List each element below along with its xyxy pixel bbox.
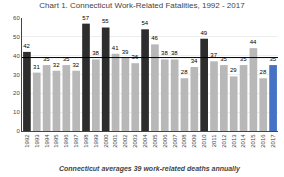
svg-text:1996: 1996 — [63, 134, 69, 148]
svg-text:36: 36 — [132, 54, 139, 60]
svg-text:49: 49 — [200, 30, 207, 36]
svg-text:35: 35 — [43, 56, 50, 62]
svg-text:2004: 2004 — [142, 134, 148, 148]
svg-text:2002: 2002 — [122, 134, 128, 148]
svg-text:50: 50 — [13, 34, 20, 40]
svg-text:2001: 2001 — [112, 134, 118, 148]
svg-text:37: 37 — [210, 52, 217, 58]
svg-text:34: 34 — [191, 58, 198, 64]
svg-text:2012: 2012 — [221, 134, 227, 148]
svg-text:2016: 2016 — [260, 134, 266, 148]
svg-text:2000: 2000 — [103, 134, 109, 148]
svg-text:1995: 1995 — [53, 134, 59, 148]
svg-text:1992: 1992 — [24, 134, 30, 148]
svg-text:2009: 2009 — [191, 134, 197, 148]
svg-text:55: 55 — [102, 18, 109, 24]
svg-text:31: 31 — [33, 64, 40, 70]
svg-text:1994: 1994 — [44, 134, 50, 148]
svg-text:2010: 2010 — [201, 134, 207, 148]
svg-text:57: 57 — [82, 15, 89, 21]
svg-text:1999: 1999 — [93, 134, 99, 148]
svg-text:1997: 1997 — [73, 134, 79, 148]
svg-text:38: 38 — [161, 50, 168, 56]
svg-text:20: 20 — [13, 90, 20, 96]
svg-text:35: 35 — [220, 56, 227, 62]
svg-text:2013: 2013 — [231, 134, 237, 148]
svg-text:1993: 1993 — [34, 134, 40, 148]
svg-text:2003: 2003 — [132, 134, 138, 148]
svg-text:2017: 2017 — [270, 134, 276, 148]
svg-text:28: 28 — [181, 69, 188, 75]
svg-text:2007: 2007 — [172, 134, 178, 148]
svg-text:30: 30 — [13, 72, 20, 78]
svg-text:0: 0 — [16, 128, 20, 134]
svg-text:2014: 2014 — [240, 134, 246, 148]
svg-text:39: 39 — [122, 49, 129, 55]
svg-text:60: 60 — [13, 15, 20, 21]
svg-text:10: 10 — [13, 109, 20, 115]
svg-text:2005: 2005 — [152, 134, 158, 148]
svg-text:44: 44 — [250, 39, 257, 45]
svg-text:1998: 1998 — [83, 134, 89, 148]
svg-text:29: 29 — [230, 67, 237, 73]
svg-text:32: 32 — [53, 62, 60, 68]
svg-text:28: 28 — [260, 69, 267, 75]
svg-text:2011: 2011 — [211, 134, 217, 148]
svg-text:42: 42 — [23, 43, 30, 49]
svg-text:40: 40 — [13, 53, 20, 59]
svg-text:41: 41 — [112, 45, 119, 51]
svg-text:35: 35 — [269, 56, 276, 62]
svg-text:35: 35 — [240, 56, 247, 62]
svg-text:2006: 2006 — [162, 134, 168, 148]
svg-text:46: 46 — [151, 35, 158, 41]
svg-text:54: 54 — [141, 20, 148, 26]
svg-text:Connecticut averages 39 work-r: Connecticut averages 39 work-related dea… — [59, 165, 241, 173]
svg-text:Chart 1. Connecticut Work-Rela: Chart 1. Connecticut Work-Related Fatali… — [39, 1, 245, 10]
svg-text:2015: 2015 — [250, 134, 256, 148]
svg-text:35: 35 — [63, 56, 70, 62]
svg-text:2008: 2008 — [181, 134, 187, 148]
svg-text:32: 32 — [72, 62, 79, 68]
svg-text:38: 38 — [171, 50, 178, 56]
svg-text:38: 38 — [92, 50, 99, 56]
